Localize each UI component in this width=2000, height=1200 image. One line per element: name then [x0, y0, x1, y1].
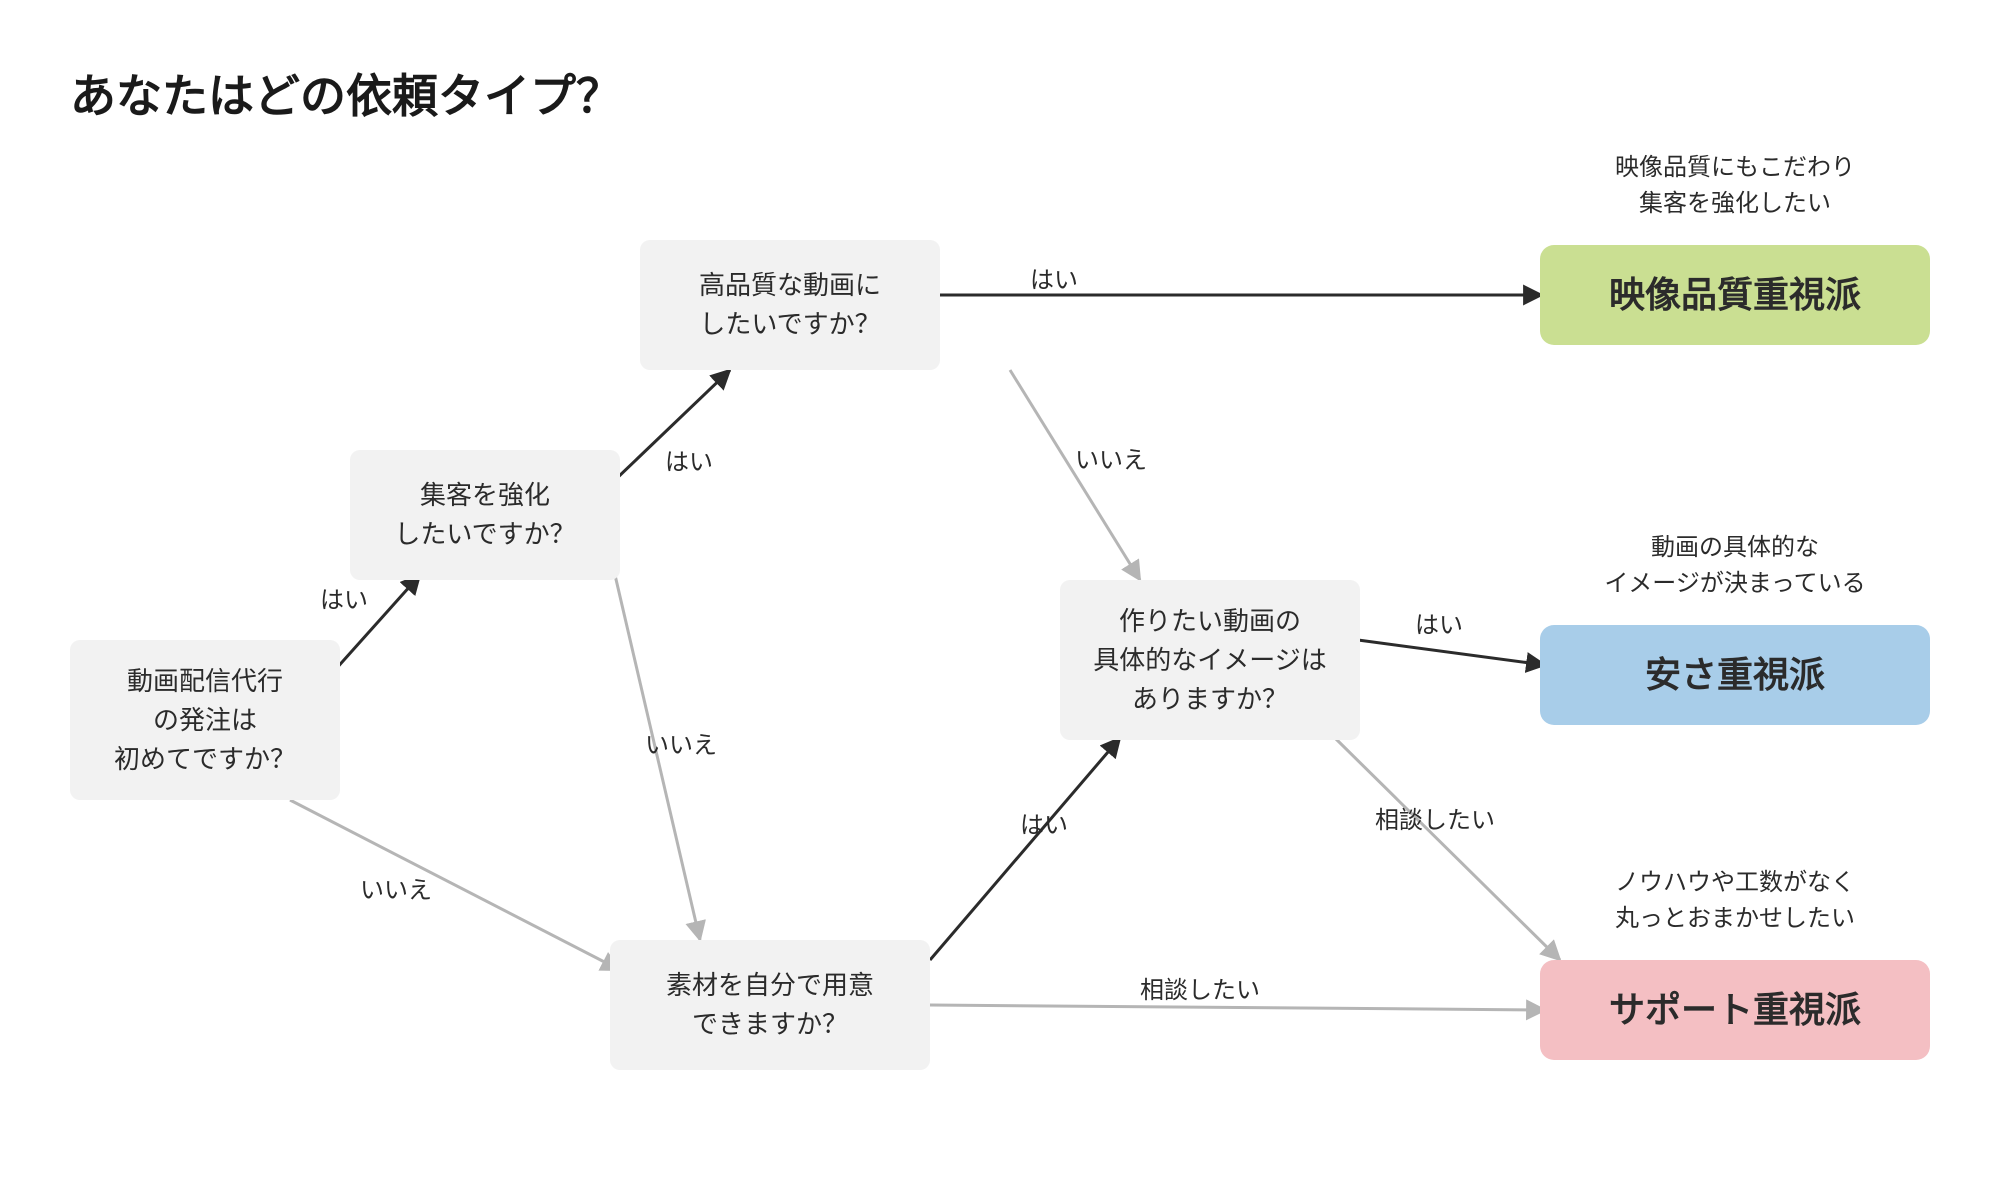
question-node-q5: 作りたい動画の 具体的なイメージは ありますか？ [1060, 580, 1360, 740]
edge-8 [1358, 640, 1545, 665]
edge-label-9: 相談したい [1375, 800, 1495, 835]
flowchart-canvas: あなたはどの依頼タイプ？ 動画配信代行 の発注は 初めてですか？集客を強化 した… [0, 0, 2000, 1200]
edge-7 [930, 1005, 1545, 1010]
question-node-q2: 集客を強化 したいですか？ [350, 450, 620, 580]
edge-label-4: はい [1030, 260, 1078, 295]
edge-label-5: いいえ [1075, 440, 1147, 475]
result-node-r2: 安さ重視派 [1540, 625, 1930, 725]
edge-label-2: はい [665, 442, 713, 477]
edge-label-8: はい [1415, 605, 1463, 640]
result-node-r1: 映像品質重視派 [1540, 245, 1930, 345]
result-caption-c3: ノウハウや工数がなく 丸っとおまかせしたい [1525, 865, 1945, 937]
result-node-r3: サポート重視派 [1540, 960, 1930, 1060]
question-node-q4: 素材を自分で用意 できますか？ [610, 940, 930, 1070]
question-node-q1: 動画配信代行 の発注は 初めてですか？ [70, 640, 340, 800]
edge-6 [930, 738, 1120, 960]
edge-5 [1010, 370, 1140, 580]
edge-label-7: 相談したい [1140, 970, 1260, 1005]
edge-label-0: はい [320, 580, 368, 615]
edge-label-3: いいえ [645, 725, 717, 760]
result-caption-c2: 動画の具体的な イメージが決まっている [1525, 530, 1945, 602]
edge-label-6: はい [1020, 805, 1068, 840]
page-title: あなたはどの依頼タイプ？ [70, 60, 622, 126]
edge-label-1: いいえ [360, 870, 432, 905]
edge-1 [290, 800, 620, 970]
result-caption-c1: 映像品質にもこだわり 集客を強化したい [1525, 150, 1945, 222]
question-node-q3: 高品質な動画に したいですか？ [640, 240, 940, 370]
